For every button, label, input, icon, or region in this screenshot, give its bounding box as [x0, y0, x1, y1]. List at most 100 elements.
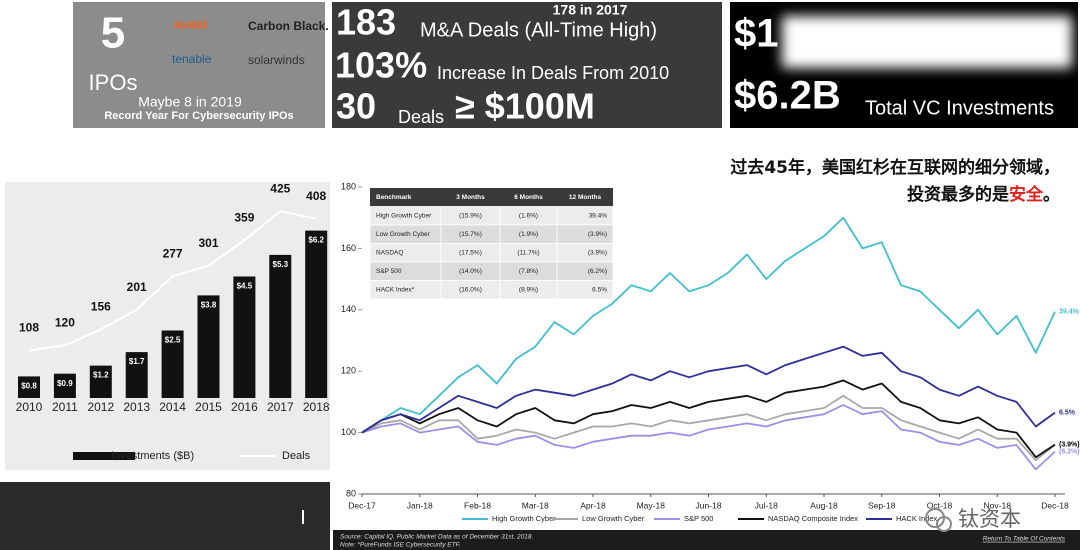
bar-label: $3.8 — [201, 301, 217, 310]
table-text: High Growth Cyber — [376, 212, 432, 219]
table-text: (8.9%) — [519, 286, 538, 293]
bar-label: $1.2 — [93, 371, 109, 380]
x-tick-label: Sep-18 — [868, 500, 896, 510]
x-tick-label: May-18 — [637, 500, 666, 510]
x-tick-label: Dec-17 — [348, 500, 376, 510]
watermark-icon — [936, 516, 952, 532]
logo-text: tenable — [172, 52, 212, 66]
bar — [233, 276, 256, 398]
legend-label: Low Growth Cyber — [582, 514, 645, 523]
x-tick-label: Jun-18 — [696, 500, 722, 510]
table-cell — [556, 280, 614, 300]
table-header-cell — [370, 188, 441, 207]
bar-label: $6.2 — [308, 236, 324, 245]
data-label: 359 — [234, 210, 254, 224]
data-label: 408 — [306, 189, 326, 203]
table-text: HACK Index* — [376, 286, 415, 293]
series-line — [361, 216, 1056, 434]
x-tick-label: 2017 — [267, 400, 294, 414]
x-tick-label: 2015 — [195, 400, 222, 414]
table-header-cell — [557, 188, 613, 207]
end-label: 6.5% — [1059, 409, 1076, 416]
ipo-panel — [73, 2, 325, 128]
vc-total-label: Total VC Investments — [865, 97, 1054, 119]
bar — [53, 373, 76, 398]
table-header: 3 Months — [456, 194, 485, 201]
x-tick-label: Nov-18 — [984, 500, 1012, 510]
table-text: S&P 500 — [376, 268, 402, 275]
x-tick-label: Aug-18 — [810, 500, 838, 510]
table-text: (11.7%) — [517, 249, 539, 256]
ipo-subnote: Record Year For Cybersecurity IPOs — [104, 110, 293, 122]
ma-increase-label: Increase In Deals From 2010 — [437, 63, 669, 83]
annotation-text: 。 — [1043, 185, 1060, 205]
legend-label: Deals — [282, 450, 311, 462]
series-line — [361, 345, 1056, 434]
bar-label: $0.8 — [21, 382, 37, 391]
source-note: Source: Capital IQ. Public Market Data a… — [340, 534, 533, 541]
table-text: NASDAQ — [376, 249, 403, 256]
legend-label: HACK Index — [896, 514, 938, 523]
bar-label: $4.5 — [237, 282, 253, 291]
footnote: Note: *PureFunds ISE Cybersecurity ETF. — [340, 542, 461, 549]
table-text: 6.5% — [592, 286, 607, 293]
bar-label: $2.5 — [165, 336, 181, 345]
data-label: 301 — [198, 236, 218, 250]
table-text: (1.9%) — [519, 231, 538, 238]
dark-box-mark — [302, 510, 304, 524]
table-text: Low Growth Cyber — [376, 231, 431, 238]
legend-label: S&P 500 — [684, 514, 713, 523]
bar — [18, 376, 40, 398]
bar-label: $5.3 — [273, 260, 289, 269]
vc-top: $1 — [734, 12, 779, 56]
bar — [305, 230, 328, 398]
watermark: 钛资本 — [958, 507, 1021, 531]
table-header-cell — [500, 188, 557, 207]
annotation-text: 投资最多的是 — [907, 184, 1009, 205]
data-label: 201 — [127, 280, 147, 294]
ipo-note: Maybe 8 in 2019 — [138, 94, 242, 110]
end-label: (3.9%) — [1059, 441, 1080, 448]
data-label: 120 — [55, 315, 75, 329]
bar-label: $0.9 — [57, 379, 73, 388]
end-label: (6.2%) — [1059, 448, 1080, 455]
annotation-line: 投资最多的是安全。 — [907, 184, 1060, 205]
y-tick-label: 160 — [341, 243, 356, 253]
deals-line — [28, 210, 317, 352]
ma-deals-label: M&A Deals (All-Time High) — [420, 19, 657, 41]
bar — [125, 352, 148, 398]
y-tick-label: 80 — [346, 488, 356, 498]
redaction — [782, 16, 1072, 68]
data-label: 156 — [91, 300, 111, 314]
ma-prior: 178 in 2017 — [553, 2, 628, 18]
ma-big-deals: 30 — [336, 86, 376, 127]
table-header: Benchmark — [376, 194, 412, 201]
data-label: 425 — [270, 181, 290, 195]
ma-big-deals-label: Deals — [398, 107, 444, 127]
bar — [161, 330, 184, 398]
x-tick-label: 2013 — [123, 400, 150, 414]
table-header-cell — [441, 188, 500, 207]
table-text: (6.2%) — [588, 268, 607, 275]
series-line — [361, 404, 1056, 471]
footer-bar — [333, 530, 1080, 550]
line-chart: 80 100 120 140 160 180 Dec-17 Jan-18 Feb-18 Mar-1… — [333, 181, 1080, 550]
x-tick-label: 2012 — [87, 400, 114, 414]
ma-deals: 183 — [336, 2, 396, 43]
y-tick-label: 140 — [341, 304, 356, 314]
series-line — [361, 379, 1056, 459]
x-tick-label: 2018 — [303, 400, 330, 414]
y-tick-label: 120 — [341, 366, 356, 376]
x-tick-label: 2010 — [16, 400, 43, 414]
x-tick-label: Jan-18 — [407, 500, 433, 510]
logo-text: solarwinds — [248, 53, 305, 67]
table-text: (17.5%) — [459, 249, 482, 256]
x-tick-label: Dec-18 — [1041, 500, 1069, 510]
data-label: 277 — [163, 246, 183, 260]
table-text: (14.0%) — [459, 268, 482, 275]
data-label: 108 — [19, 321, 39, 335]
logo-text: avast — [174, 16, 208, 31]
toc-link[interactable]: Return To Table Of Contents — [983, 536, 1066, 543]
x-tick-label: 2014 — [159, 400, 186, 414]
